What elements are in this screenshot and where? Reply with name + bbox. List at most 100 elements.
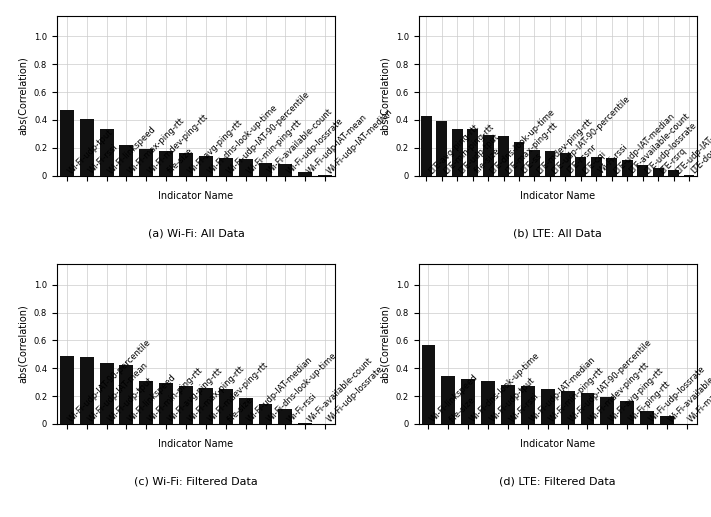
Bar xyxy=(620,401,634,424)
Bar xyxy=(600,397,614,424)
Text: Wi-Fi-available-count: Wi-Fi-available-count xyxy=(265,107,334,176)
Text: Wi-Fi-udp-IAT-median: Wi-Fi-udp-IAT-median xyxy=(246,355,315,424)
Text: Wi-Fi-max-ping-rtt: Wi-Fi-max-ping-rtt xyxy=(687,364,711,424)
Text: Wi-Fi-rssi: Wi-Fi-rssi xyxy=(87,143,119,176)
Bar xyxy=(199,156,213,176)
Bar xyxy=(467,129,478,176)
Text: Wi-Fi-min-ping-rtt: Wi-Fi-min-ping-rtt xyxy=(146,366,205,424)
Text: Wi-Fi-udp-IAT-90-percentile: Wi-Fi-udp-IAT-90-percentile xyxy=(226,89,312,176)
Bar xyxy=(421,116,432,176)
Text: LTE-udp-lossrate: LTE-udp-lossrate xyxy=(643,120,698,176)
Text: Wi-Fi-min-ping-rtt: Wi-Fi-min-ping-rtt xyxy=(547,366,606,424)
Bar xyxy=(591,157,602,176)
Bar xyxy=(139,381,154,424)
Text: Wi-Fi-mdev-ping-rtt: Wi-Fi-mdev-ping-rtt xyxy=(587,360,651,424)
Bar xyxy=(451,129,463,176)
Bar xyxy=(437,120,447,176)
Text: LTE-udp-IAT-mean: LTE-udp-IAT-mean xyxy=(673,116,711,176)
X-axis label: Indicator Name: Indicator Name xyxy=(159,439,233,449)
Text: Wi-Fi-udp-IAT-mean: Wi-Fi-udp-IAT-mean xyxy=(305,112,369,176)
Bar xyxy=(80,118,94,176)
Bar xyxy=(119,365,134,424)
Bar xyxy=(279,164,292,176)
Title: (c) Wi-Fi: Filtered Data: (c) Wi-Fi: Filtered Data xyxy=(134,477,258,487)
Bar xyxy=(119,145,134,176)
Bar xyxy=(483,135,493,176)
Text: LTE-rsrq: LTE-rsrq xyxy=(658,146,688,176)
Text: Wi-Fi-dns-look-up-time: Wi-Fi-dns-look-up-time xyxy=(469,351,542,424)
Text: Wi-Fi-udp-lossrate: Wi-Fi-udp-lossrate xyxy=(647,364,707,424)
Bar xyxy=(521,386,535,424)
Bar xyxy=(653,168,663,176)
Text: Wi-Fi-udp-IAT-median: Wi-Fi-udp-IAT-median xyxy=(325,107,395,176)
Text: Wi-Fi-avg-ping-rtt: Wi-Fi-avg-ping-rtt xyxy=(166,366,224,424)
Text: Wi-Fi-ping-rtt: Wi-Fi-ping-rtt xyxy=(627,379,672,424)
Bar xyxy=(80,357,94,424)
Text: Wi-Fi-linkspeed: Wi-Fi-linkspeed xyxy=(107,124,158,176)
Y-axis label: abs(Correlation): abs(Correlation) xyxy=(380,305,390,383)
Text: Wi-Fi-udp-IAT-90-percentile: Wi-Fi-udp-IAT-90-percentile xyxy=(567,338,654,424)
Title: (d) LTE: Filtered Data: (d) LTE: Filtered Data xyxy=(499,477,616,487)
Text: LTE-rssnr: LTE-rssnr xyxy=(565,143,599,176)
Text: LTE-udp-IAT-90-percentile: LTE-udp-IAT-90-percentile xyxy=(550,94,632,176)
Text: Wi-Fi-dns-look-up-time: Wi-Fi-dns-look-up-time xyxy=(206,102,279,176)
Bar xyxy=(575,157,587,176)
Bar xyxy=(100,363,114,424)
Bar xyxy=(498,136,509,176)
Bar xyxy=(299,172,312,176)
Bar xyxy=(501,385,515,424)
Bar xyxy=(422,345,435,424)
Text: Wi-Fi-mdev-ping-rtt: Wi-Fi-mdev-ping-rtt xyxy=(206,360,269,424)
Bar xyxy=(560,153,571,176)
Bar xyxy=(259,404,272,424)
Bar xyxy=(179,386,193,424)
Text: Wi-Fi-avg-ping-rtt: Wi-Fi-avg-ping-rtt xyxy=(186,117,244,176)
Text: Wi-Fi-udp-IAT-mean: Wi-Fi-udp-IAT-mean xyxy=(87,360,150,424)
Bar xyxy=(580,393,594,424)
Text: LTE-ss: LTE-ss xyxy=(519,151,543,176)
Bar xyxy=(299,422,312,424)
Bar xyxy=(622,160,633,176)
Text: LTE-udp-tput: LTE-udp-tput xyxy=(457,132,501,176)
Text: Wi-Fi-min-ping-rtt: Wi-Fi-min-ping-rtt xyxy=(246,117,304,176)
Bar xyxy=(199,388,213,424)
Bar xyxy=(513,142,525,176)
Text: Wi-Fi-linkspeed: Wi-Fi-linkspeed xyxy=(429,372,480,424)
Text: LTE-dom: LTE-dom xyxy=(689,144,711,176)
Bar xyxy=(541,389,555,424)
Bar xyxy=(159,150,173,176)
Bar xyxy=(637,164,648,176)
Bar xyxy=(239,398,252,424)
Bar xyxy=(279,408,292,424)
Text: Wi-Fi-udp-tput: Wi-Fi-udp-tput xyxy=(488,375,537,424)
Bar xyxy=(461,379,475,424)
Text: Wi-Fi-mdev-ping-rtt: Wi-Fi-mdev-ping-rtt xyxy=(146,112,210,176)
Bar xyxy=(219,158,232,176)
Text: Wi-Fi-udp-lossrate: Wi-Fi-udp-lossrate xyxy=(325,364,385,424)
Bar xyxy=(219,389,232,424)
Bar xyxy=(60,356,74,424)
Text: LTE-dns-look-up-time: LTE-dns-look-up-time xyxy=(488,107,557,176)
Text: Wi-Fi-udp-lossrate: Wi-Fi-udp-lossrate xyxy=(285,116,346,176)
Text: LTE-udp-IAT-median: LTE-udp-IAT-median xyxy=(611,111,676,176)
Text: LTE-mdev-ping-rtt: LTE-mdev-ping-rtt xyxy=(535,116,594,176)
Text: Wi-Fi-dns-look-up-time: Wi-Fi-dns-look-up-time xyxy=(265,351,338,424)
Bar xyxy=(259,163,272,176)
Bar xyxy=(442,376,455,424)
Bar xyxy=(159,383,173,424)
Text: LTE-available-count: LTE-available-count xyxy=(627,112,691,176)
Text: Wi-Fi-udp-IAT-90-percentile: Wi-Fi-udp-IAT-90-percentile xyxy=(67,338,153,424)
Text: Wi-Fi-available-count: Wi-Fi-available-count xyxy=(667,355,711,424)
Text: Wi-Fi-rssi: Wi-Fi-rssi xyxy=(285,391,319,424)
Bar xyxy=(668,170,679,176)
Bar xyxy=(660,416,674,424)
Title: (a) Wi-Fi: All Data: (a) Wi-Fi: All Data xyxy=(148,229,245,238)
Bar xyxy=(60,110,74,176)
Text: Wi-Fi-udp-tput: Wi-Fi-udp-tput xyxy=(67,127,115,176)
Bar xyxy=(100,129,114,176)
Text: Wi-Fi-rssi: Wi-Fi-rssi xyxy=(508,391,541,424)
Text: Wi-Fi-rssi: Wi-Fi-rssi xyxy=(597,143,629,176)
Text: Wi-Fi-udp-IAT-median: Wi-Fi-udp-IAT-median xyxy=(528,355,597,424)
Bar xyxy=(561,391,574,424)
Text: file-size: file-size xyxy=(449,394,478,424)
